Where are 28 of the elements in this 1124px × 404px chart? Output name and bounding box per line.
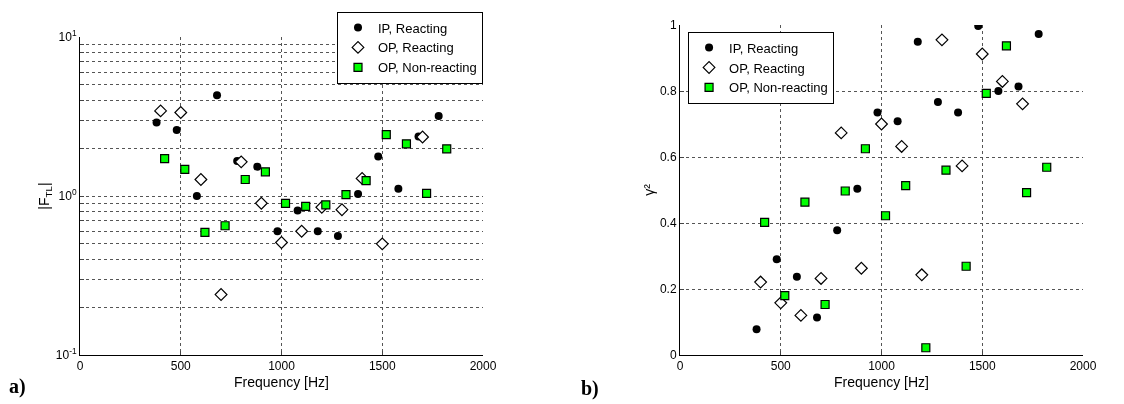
x-tick-label: 1500 <box>968 359 996 374</box>
y-axis-title: γ² <box>640 183 657 196</box>
y-tick-label: 10$^{-1}$ <box>55 346 77 363</box>
x-tick-label: 500 <box>770 359 792 374</box>
legend-label: IP, Reacting <box>729 40 799 56</box>
y-tick-label: 10$^{0}$ <box>58 187 77 204</box>
text: a) <box>9 375 26 398</box>
x-tick-label: 500 <box>170 359 192 374</box>
x-tick-label: 1000 <box>868 359 896 374</box>
legend-label: OP, Non-reacting <box>378 60 477 76</box>
x-tick-label: 2000 <box>469 359 497 374</box>
y-tick-label: 0.2 <box>659 282 677 297</box>
x-axis-title: Frequency [Hz] <box>834 373 929 390</box>
legend-label: IP, Reacting <box>378 20 448 36</box>
y-tick-label: 0.4 <box>659 216 677 231</box>
text: b) <box>581 377 599 400</box>
legend-label: OP, Non-reacting <box>729 80 828 96</box>
y-tick-label: 1 <box>669 18 677 33</box>
y-tick-label: 0 <box>669 348 677 363</box>
y-tick-label: 10$^{1}$ <box>58 28 77 45</box>
x-tick-label: 1000 <box>268 359 296 374</box>
legend-label: OP, Reacting <box>378 40 454 56</box>
x-tick-label: 2000 <box>1069 359 1097 374</box>
x-tick-label: 1500 <box>368 359 396 374</box>
legend-label: OP, Reacting <box>729 60 805 76</box>
x-axis-title: Frequency [Hz] <box>234 373 329 390</box>
y-tick-label: 0.8 <box>659 84 677 99</box>
y-tick-label: 0.6 <box>659 150 677 165</box>
